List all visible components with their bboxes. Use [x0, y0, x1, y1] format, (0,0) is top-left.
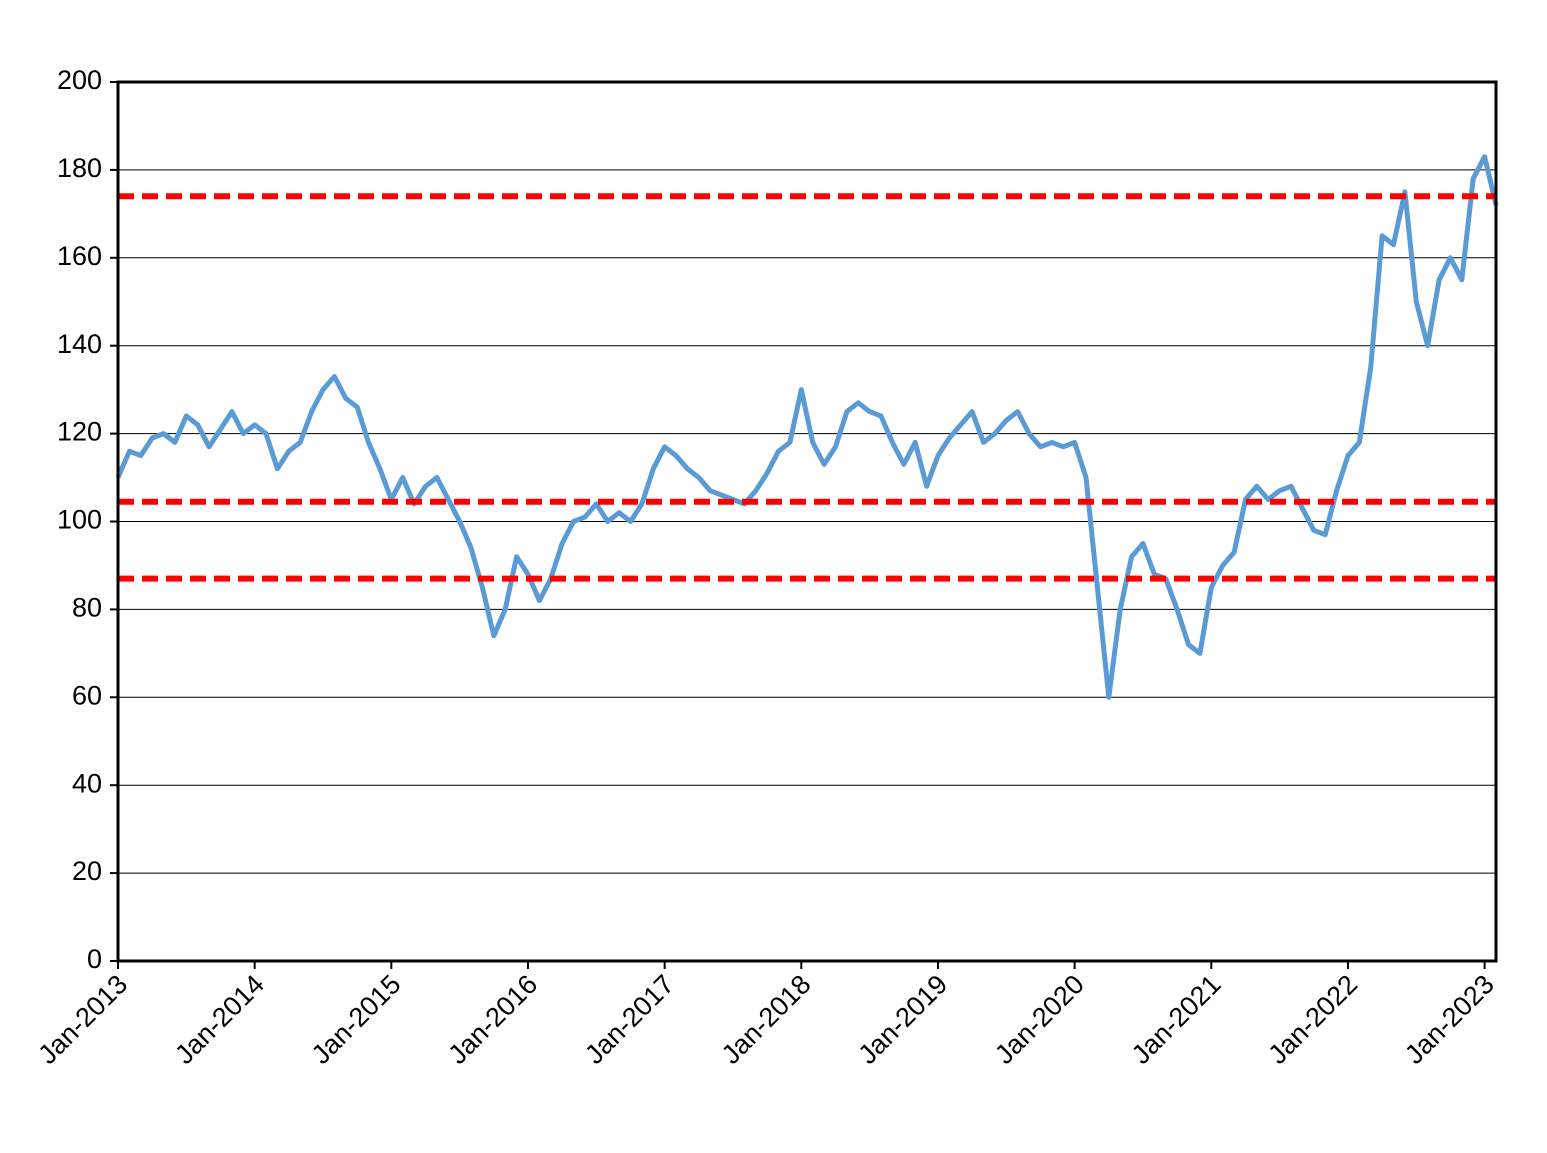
x-tick-label: Jan-2014	[169, 969, 270, 1070]
y-tick-label: 140	[57, 329, 102, 359]
x-tick-label: Jan-2016	[442, 969, 543, 1070]
y-tick-label: 60	[72, 680, 102, 710]
y-tick-label: 100	[57, 505, 102, 535]
x-tick-label: Jan-2018	[716, 969, 817, 1070]
y-tick-label: 0	[87, 944, 102, 974]
x-tick-label: Jan-2017	[579, 969, 680, 1070]
y-tick-label: 180	[57, 153, 102, 183]
x-tick-label: Jan-2013	[32, 969, 133, 1070]
x-tick-label: Jan-2021	[1126, 969, 1227, 1070]
y-tick-label: 200	[57, 65, 102, 95]
y-tick-label: 120	[57, 417, 102, 447]
x-tick-label: Jan-2020	[989, 969, 1090, 1070]
y-tick-label: 40	[72, 768, 102, 798]
y-tick-label: 20	[72, 856, 102, 886]
x-tick-label: Jan-2022	[1262, 969, 1363, 1070]
plot-border	[116, 80, 1498, 963]
x-tick-label: Jan-2019	[852, 969, 953, 1070]
y-tick-label: 80	[72, 593, 102, 623]
x-tick-label: Jan-2023	[1399, 969, 1500, 1070]
data-line	[115, 154, 1499, 700]
x-tick-label: Jan-2015	[306, 969, 407, 1070]
y-tick-label: 160	[57, 241, 102, 271]
